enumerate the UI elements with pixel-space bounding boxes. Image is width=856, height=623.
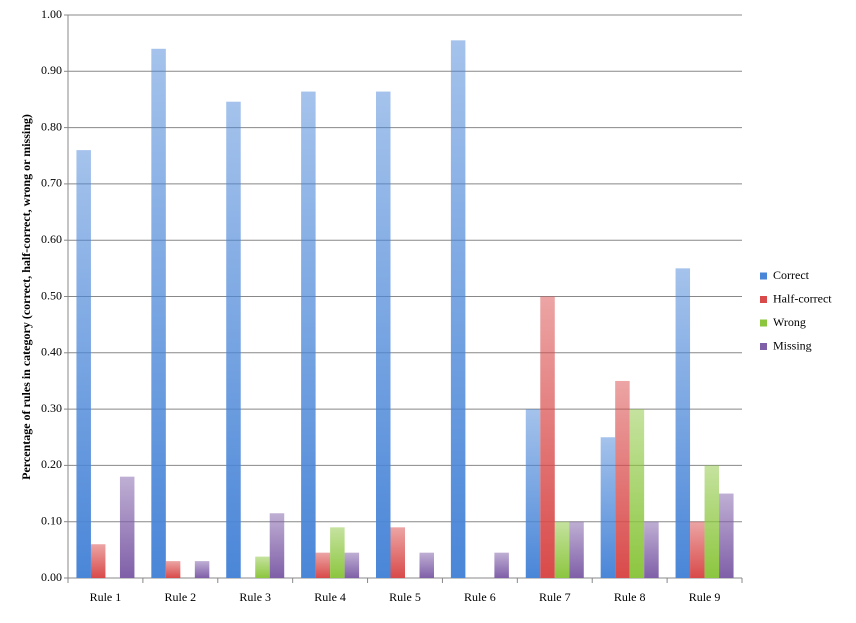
bar <box>119 476 135 578</box>
x-tick-label: Rule 3 <box>239 590 271 604</box>
x-tick-label: Rule 1 <box>90 590 122 604</box>
bar <box>269 513 285 578</box>
y-tick-label: 1.00 <box>41 7 62 21</box>
bar <box>376 91 391 579</box>
y-tick-label: 0.20 <box>41 457 62 471</box>
bar <box>76 150 91 578</box>
legend-swatch <box>760 272 767 280</box>
bar <box>301 91 316 579</box>
x-tick-label: Rule 2 <box>164 590 196 604</box>
x-tick-label: Rule 4 <box>314 590 346 604</box>
bar <box>675 268 691 578</box>
legend-swatch <box>760 296 767 303</box>
legend-swatch <box>760 343 767 350</box>
bar <box>151 48 166 578</box>
legend-label: Correct <box>773 268 810 282</box>
x-tick-label: Rule 6 <box>464 590 496 604</box>
bar <box>719 493 734 578</box>
bar <box>704 465 720 578</box>
y-tick-label: 0.80 <box>41 119 62 133</box>
bar <box>629 409 645 578</box>
y-tick-label: 0.10 <box>41 513 62 527</box>
legend-label: Wrong <box>773 315 806 329</box>
bar <box>644 521 659 578</box>
legend-label: Missing <box>773 338 812 352</box>
y-tick-label: 0.70 <box>41 176 62 190</box>
bar <box>90 544 106 578</box>
x-tick-label: Rule 8 <box>614 590 646 604</box>
bar <box>540 296 555 578</box>
bar <box>525 409 541 578</box>
x-tick-label: Rule 5 <box>389 590 421 604</box>
bar <box>494 552 509 578</box>
bar <box>615 380 630 578</box>
bar <box>450 40 466 578</box>
bar <box>554 521 570 578</box>
bar <box>419 552 434 578</box>
y-tick-label: 0.90 <box>41 63 62 77</box>
x-tick-label: Rule 7 <box>539 590 571 604</box>
bar <box>165 561 181 578</box>
bar <box>226 101 241 579</box>
bar <box>330 527 345 578</box>
bar <box>194 561 210 578</box>
bar <box>315 552 331 578</box>
legend-label: Half-correct <box>773 291 832 305</box>
y-tick-label: 0.30 <box>41 401 62 415</box>
y-tick-label: 0.00 <box>41 570 62 584</box>
bar <box>600 437 616 578</box>
legend-swatch <box>760 319 767 327</box>
bar <box>255 556 270 578</box>
bar <box>390 527 405 578</box>
x-tick-label: Rule 9 <box>689 590 721 604</box>
y-tick-label: 0.60 <box>41 232 62 246</box>
bar <box>569 521 584 578</box>
bar <box>344 552 360 578</box>
bar <box>690 521 705 578</box>
y-axis-label: Percentage of rules in category (correct… <box>19 114 33 480</box>
y-tick-label: 0.50 <box>41 288 62 302</box>
y-tick-label: 0.40 <box>41 345 62 359</box>
